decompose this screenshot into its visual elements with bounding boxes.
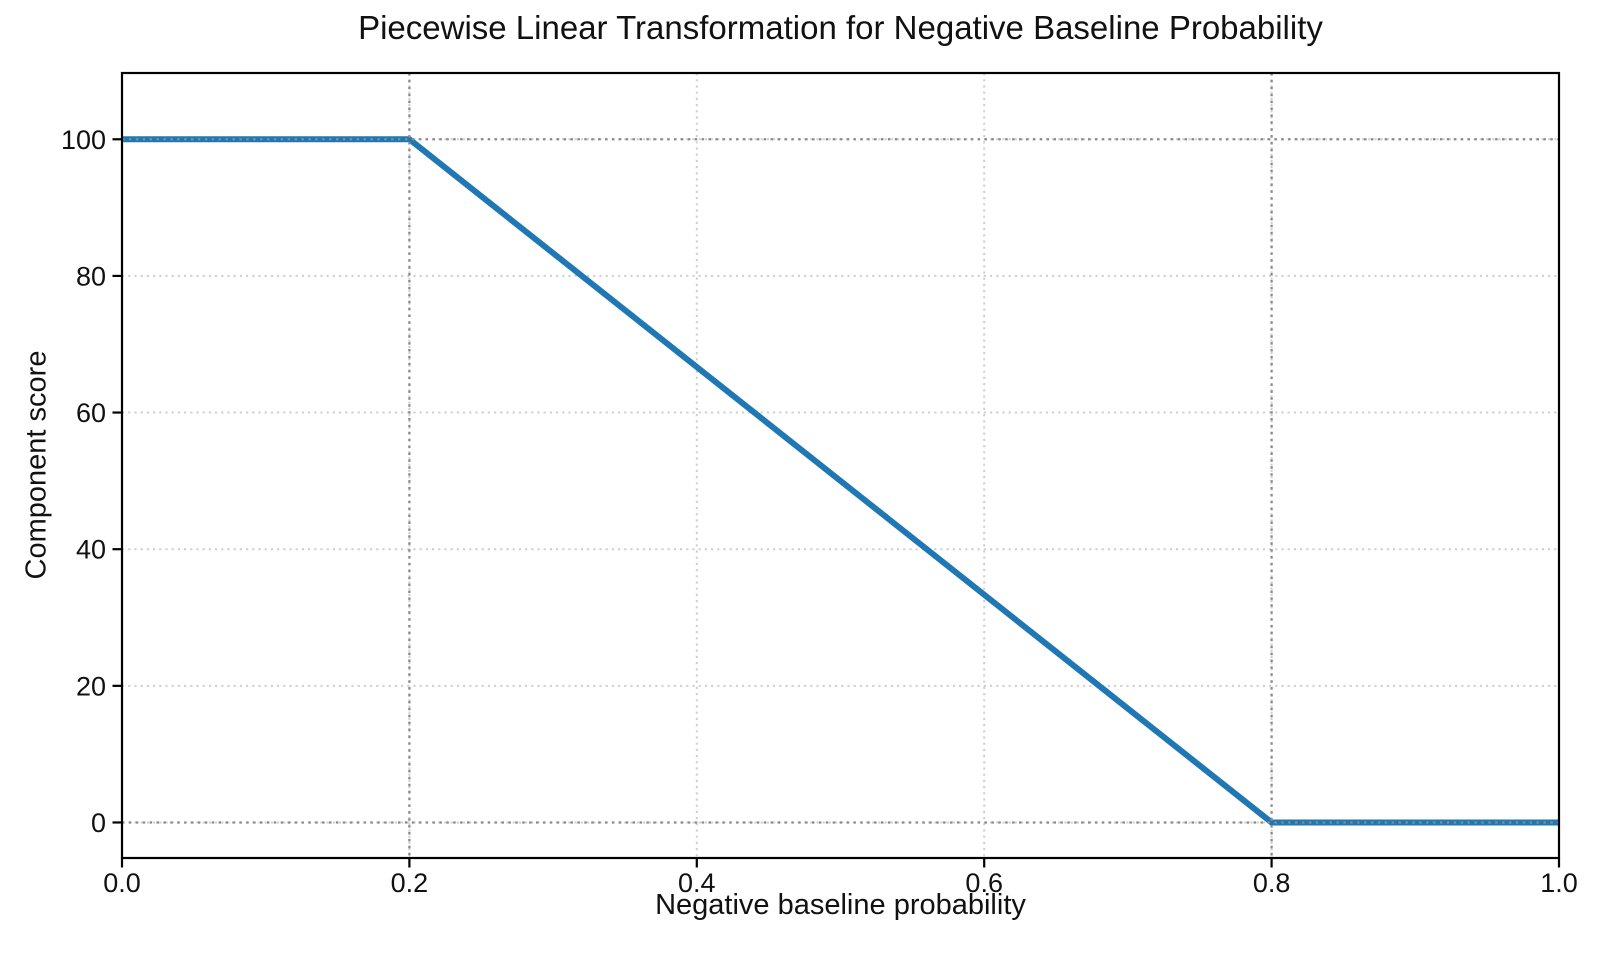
y-tick-label: 20: [76, 671, 106, 701]
y-tick-label: 40: [76, 535, 106, 565]
y-tick-label: 100: [61, 125, 106, 155]
x-tick-label: 0.2: [391, 868, 429, 898]
x-axis-label: Negative baseline probability: [655, 889, 1026, 921]
series-line: [122, 136, 1559, 826]
plot-border: [120, 71, 1561, 860]
y-tick-label: 80: [76, 261, 106, 291]
x-tick-label: 0.4: [678, 868, 716, 898]
x-tick-label: 0.6: [965, 868, 1003, 898]
chart-title: Piecewise Linear Transformation for Nega…: [358, 9, 1323, 46]
y-tick-label: 0: [91, 808, 106, 838]
x-tick-label: 0.8: [1253, 868, 1291, 898]
y-tick-label: 60: [76, 398, 106, 428]
x-tick-label: 1.0: [1540, 868, 1578, 898]
x-tick-label: 0.0: [103, 868, 141, 898]
